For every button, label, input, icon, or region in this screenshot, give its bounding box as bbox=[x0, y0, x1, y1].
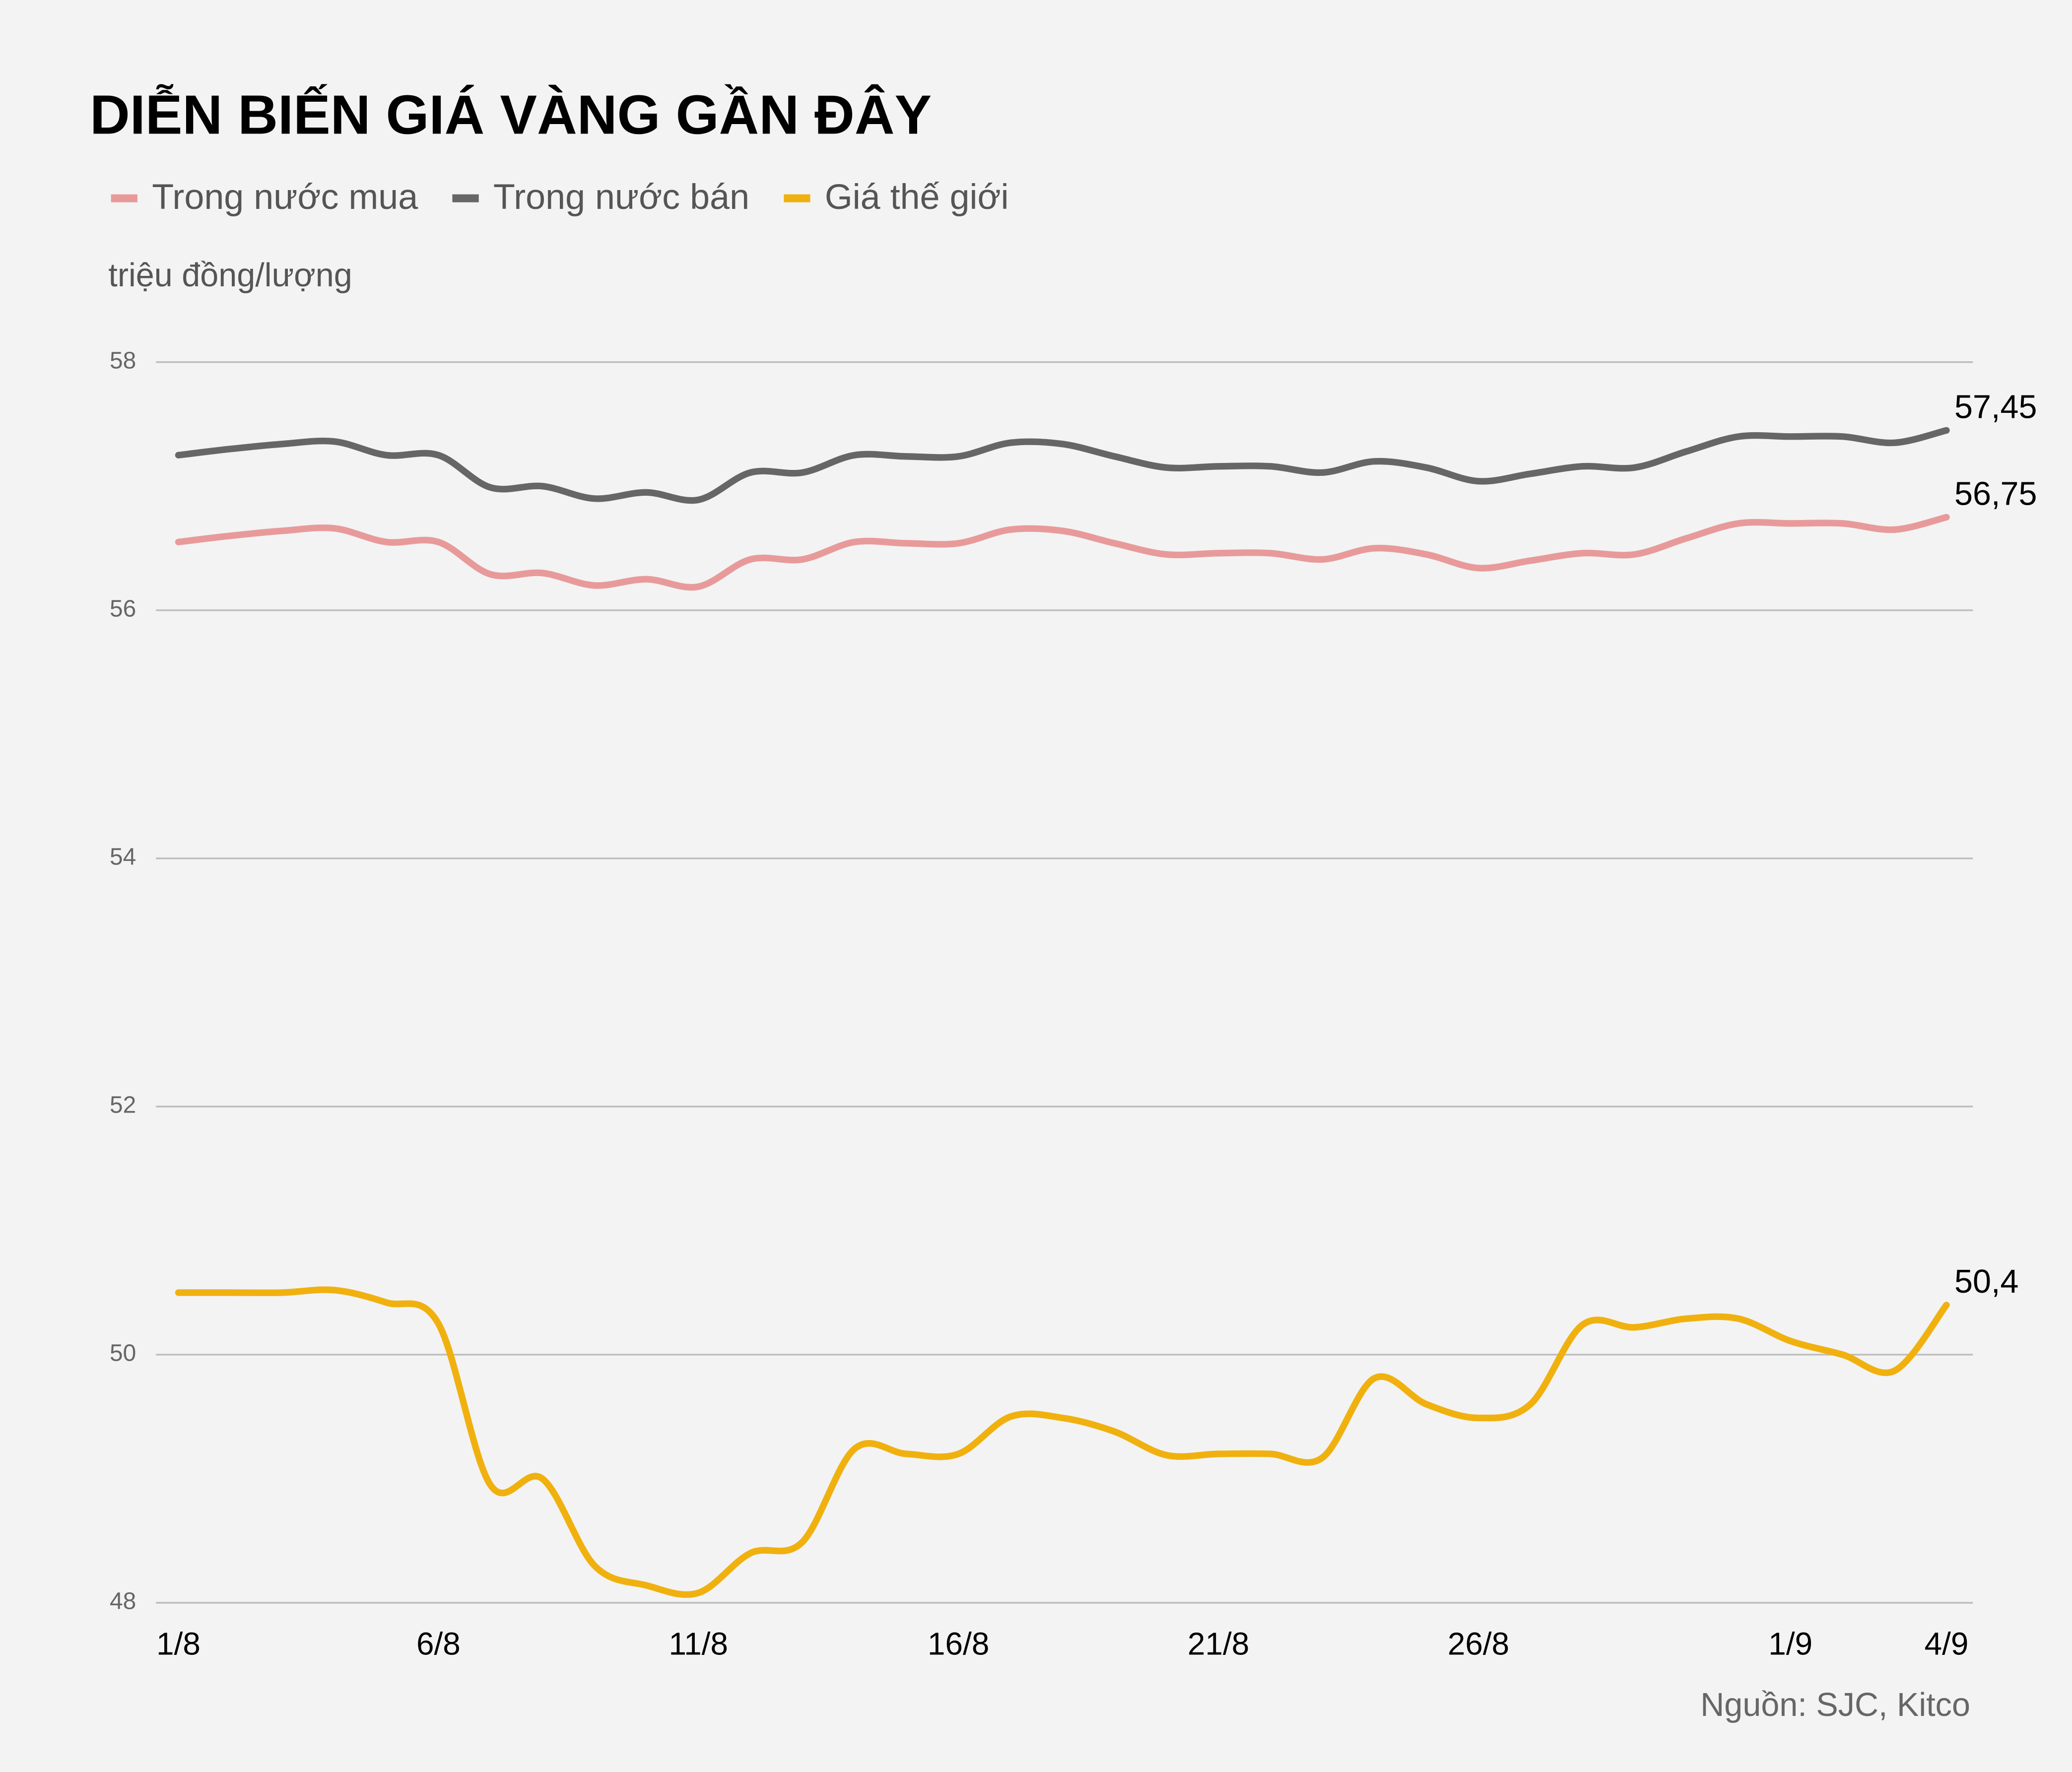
x-tick-label: 1/8 bbox=[156, 1626, 201, 1662]
legend-label: Trong nước mua bbox=[152, 177, 418, 217]
x-tick-label: 11/8 bbox=[668, 1626, 728, 1662]
y-tick-label: 48 bbox=[110, 1588, 136, 1615]
source: Nguồn: SJC, Kitco bbox=[1700, 1687, 1970, 1723]
series-line bbox=[175, 514, 1950, 591]
legend-label: Trong nước bán bbox=[493, 177, 749, 217]
y-tick-label: 50 bbox=[110, 1340, 136, 1367]
x-tick-label: 6/8 bbox=[416, 1626, 461, 1662]
y-tick-label: 58 bbox=[110, 347, 136, 374]
x-tick-label: 16/8 bbox=[928, 1626, 989, 1662]
y-tick-label: 52 bbox=[110, 1092, 136, 1118]
legend-label: Giá thế giới bbox=[825, 177, 1009, 217]
chart-title: DIỄN BIẾN GIÁ VÀNG GẦN ĐÂY bbox=[90, 83, 932, 145]
series-line bbox=[175, 1286, 1950, 1598]
x-tick-label: 21/8 bbox=[1188, 1626, 1249, 1662]
y-tick-label: 56 bbox=[110, 595, 136, 622]
x-tick-label: 1/9 bbox=[1768, 1626, 1812, 1662]
series-line bbox=[175, 427, 1950, 504]
value-label: 57,45 bbox=[1954, 389, 2037, 425]
x-tick-label: 26/8 bbox=[1448, 1626, 1509, 1662]
y-axis-unit: triệu đồng/lượng bbox=[108, 257, 352, 294]
value-label: 50,4 bbox=[1954, 1263, 2019, 1300]
value-label: 56,75 bbox=[1954, 475, 2037, 512]
x-tick-label: 4/9 bbox=[1925, 1626, 1969, 1662]
y-tick-label: 54 bbox=[110, 844, 136, 870]
